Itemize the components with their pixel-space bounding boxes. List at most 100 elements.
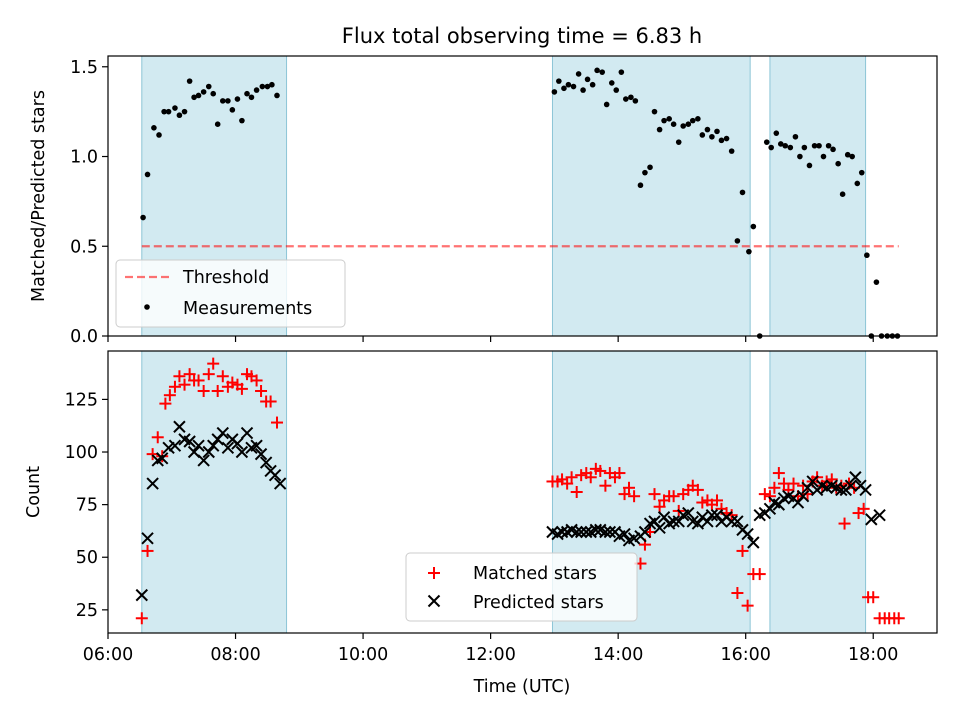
chart-title: Flux total observing time = 6.83 h — [342, 24, 702, 48]
predicted-star-point — [682, 506, 695, 520]
matched-star-point — [613, 467, 626, 480]
predicted-star-point — [691, 517, 705, 530]
measurement-point — [699, 132, 706, 138]
top-legend: Threshold Measurements — [115, 259, 346, 328]
measurement-points — [140, 67, 901, 339]
bottom-ytick-label: 100 — [65, 443, 98, 463]
predicted-star-point — [173, 420, 186, 433]
predicted-star-point — [865, 513, 878, 526]
measurement-point — [253, 87, 260, 93]
measurement-point — [675, 139, 682, 145]
measurement-point — [656, 126, 663, 133]
measurement-point — [186, 78, 193, 84]
measurement-point — [825, 142, 832, 149]
measurement-point — [229, 107, 236, 113]
matched-star-point — [135, 612, 148, 625]
predicted-star-point — [240, 426, 254, 440]
matched-star-point — [648, 488, 661, 501]
matched-star-point — [838, 517, 851, 530]
measurement-point — [269, 81, 275, 88]
measurement-point — [670, 121, 677, 128]
matched-star-point — [207, 357, 220, 370]
measurement-point — [714, 128, 720, 135]
measurement-point — [763, 139, 770, 145]
predicted-star-point — [705, 508, 719, 522]
top-y-axis-label: Matched/Predicted stars — [29, 90, 49, 302]
predicted-star-point — [259, 456, 273, 469]
matched-star-point — [565, 471, 578, 484]
bottom-legend: Matched stars Predicted stars — [405, 552, 638, 622]
matched-star-point — [202, 368, 215, 381]
measurement-point — [695, 116, 701, 122]
measurement-point — [161, 108, 167, 115]
measurement-point — [839, 191, 846, 198]
measurement-point — [734, 238, 741, 244]
matched-star-point — [731, 587, 744, 600]
predicted-star-point — [574, 525, 588, 539]
measurement-point — [816, 142, 822, 149]
top-ytick-label: 1.0 — [70, 148, 98, 168]
measurement-point — [551, 89, 558, 95]
predicted-star-point — [849, 471, 862, 484]
measurement-point — [580, 87, 586, 93]
measurement-point — [618, 69, 625, 75]
measurement-point — [830, 146, 836, 153]
measurement-point — [801, 144, 808, 151]
measurement-point — [844, 151, 851, 158]
matched-star-point — [741, 599, 754, 612]
measurement-point — [556, 78, 562, 84]
measurement-point — [234, 96, 241, 102]
measurement-point — [806, 162, 813, 169]
bottom-band-0 — [141, 350, 288, 634]
measurement-point — [704, 126, 711, 133]
bottom-ytick-label: 75 — [76, 496, 98, 516]
matched-star-point — [197, 384, 210, 397]
matched-star-point — [768, 481, 781, 494]
predicted-star-point — [741, 527, 754, 541]
measurement-point — [835, 160, 841, 167]
matched-star-point — [696, 496, 709, 509]
matched-star-point — [618, 488, 631, 501]
predicted-star-point — [667, 515, 680, 528]
predicted-star-point — [603, 525, 617, 539]
bottom-band-2 — [769, 350, 867, 634]
measurement-point — [151, 124, 157, 131]
predicted-star-point — [221, 441, 235, 455]
predicted-star-point — [273, 477, 287, 490]
top-x-ticks — [107, 336, 874, 342]
bottom-ytick-label: 25 — [76, 601, 98, 621]
bottom-panel: 25 50 75 100 125 06:00 08:00 10:00 12:00 14:00 16… — [24, 350, 938, 697]
measurement-point — [561, 85, 567, 92]
measurement-point — [575, 71, 582, 77]
predicted-star-point — [250, 439, 263, 452]
measurement-point — [642, 169, 648, 176]
predicted-star-point — [796, 490, 810, 503]
predicted-star-point — [268, 468, 282, 482]
bottom-legend-box — [405, 552, 638, 622]
matched-star-point — [255, 384, 268, 397]
measurement-point — [181, 108, 188, 115]
predicted-star-point — [146, 477, 159, 490]
legend-predicted-swatch — [427, 594, 441, 608]
legend-measurement-swatch — [144, 304, 150, 310]
measurement-point — [210, 90, 217, 97]
measurement-point — [264, 83, 271, 90]
measurement-point — [239, 117, 245, 124]
legend-predicted-label: Predicted stars — [473, 593, 604, 613]
measurement-point — [176, 112, 183, 119]
top-ytick-label: 1.5 — [70, 58, 98, 78]
legend-threshold-label: Threshold — [182, 268, 269, 288]
matched-star-point — [192, 374, 205, 387]
measurement-point — [873, 279, 880, 285]
measurement-point — [661, 117, 667, 124]
predicted-star-point — [763, 502, 777, 516]
matched-star-point — [173, 370, 186, 383]
matched-star-point — [753, 568, 766, 581]
predicted-star-point — [141, 532, 154, 545]
top-legend-box — [115, 259, 346, 328]
measurement-point — [787, 144, 794, 151]
matched-star-point — [857, 502, 870, 515]
matched-star-point — [758, 488, 771, 501]
bottom-axes-frame — [107, 350, 938, 634]
top-band-1 — [551, 55, 751, 337]
